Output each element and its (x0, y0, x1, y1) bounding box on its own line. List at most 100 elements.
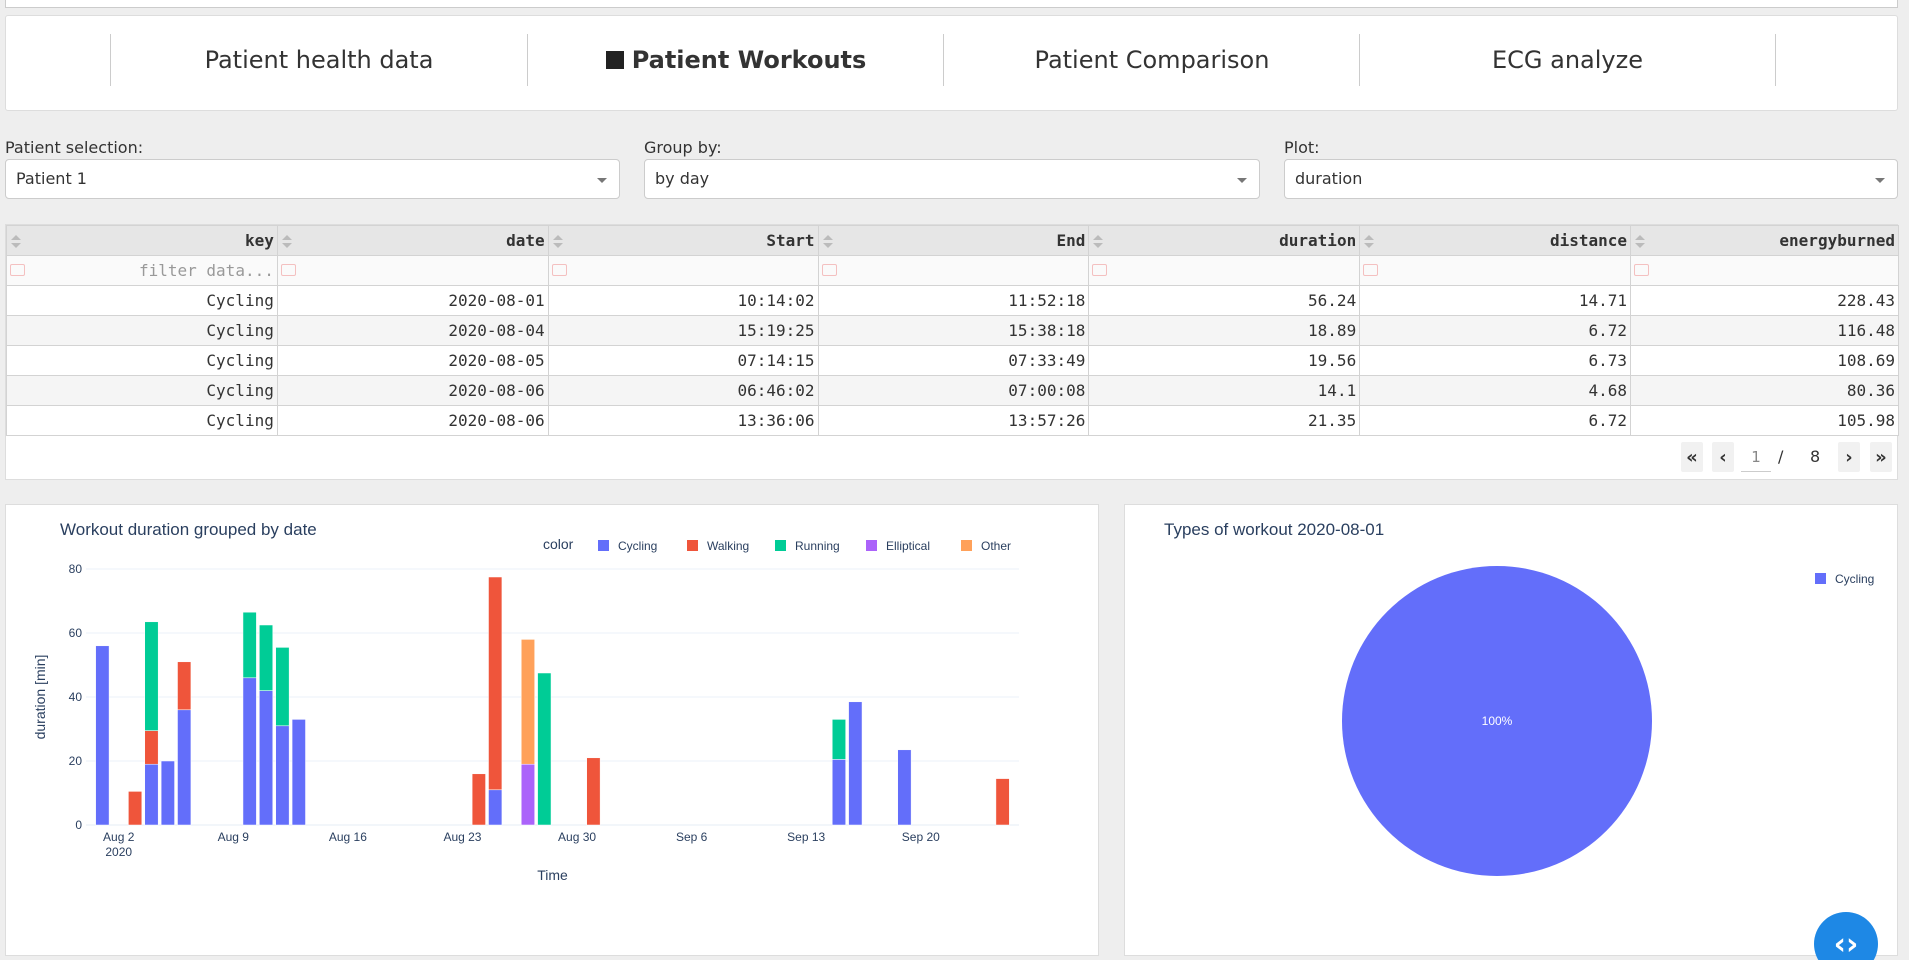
bar-running[interactable] (831, 719, 846, 760)
table-cell[interactable]: Cycling (6, 285, 278, 316)
bar-cycling[interactable] (291, 719, 306, 826)
case-toggle-icon[interactable] (1092, 264, 1108, 276)
bar-running[interactable] (144, 621, 159, 731)
bar-walking[interactable] (995, 778, 1010, 826)
bar-cycling[interactable] (95, 645, 110, 826)
table-cell[interactable]: 228.43 (1630, 285, 1899, 316)
bar-cycling[interactable] (177, 709, 192, 826)
sort-icon[interactable] (281, 235, 292, 249)
legend-swatch-cycling[interactable] (598, 540, 609, 551)
pie-legend-label[interactable]: Cycling (1835, 572, 1874, 586)
legend-label-walking[interactable]: Walking (707, 539, 749, 553)
filter-cell-energyburned[interactable] (1630, 255, 1899, 286)
table-cell[interactable]: Cycling (6, 345, 278, 376)
sort-icon[interactable] (552, 235, 563, 249)
table-cell[interactable]: 116.48 (1630, 315, 1899, 346)
case-toggle-icon[interactable] (1363, 264, 1379, 276)
legend-swatch-running[interactable] (775, 540, 786, 551)
workout-types-pie-chart[interactable]: 100% Cycling (1125, 505, 1899, 957)
column-header-date[interactable]: date (276, 225, 549, 256)
table-cell[interactable]: 15:38:18 (817, 315, 1090, 346)
prev-page-button[interactable]: ‹ (1712, 442, 1734, 472)
next-page-button[interactable]: › (1838, 442, 1860, 472)
table-cell[interactable]: 07:00:08 (817, 375, 1090, 406)
table-cell[interactable]: 13:36:06 (547, 405, 819, 436)
bar-running[interactable] (259, 624, 274, 691)
table-cell[interactable]: 13:57:26 (817, 405, 1090, 436)
column-header-duration[interactable]: duration (1088, 225, 1361, 256)
bar-walking[interactable] (488, 576, 503, 791)
bar-cycling[interactable] (160, 760, 175, 826)
sort-icon[interactable] (1364, 235, 1375, 249)
column-header-start[interactable]: Start (547, 225, 819, 256)
legend-swatch-walking[interactable] (687, 540, 698, 551)
case-toggle-icon[interactable] (10, 264, 25, 276)
case-toggle-icon[interactable] (551, 264, 567, 276)
tab-patient-health-data[interactable]: Patient health data (110, 34, 527, 86)
case-toggle-icon[interactable] (280, 264, 296, 276)
legend-swatch-other[interactable] (961, 540, 972, 551)
last-page-button[interactable]: » (1870, 442, 1892, 472)
bar-walking[interactable] (144, 730, 159, 765)
filter-cell-date[interactable] (276, 255, 549, 286)
table-cell[interactable]: 80.36 (1630, 375, 1899, 406)
table-cell[interactable]: 07:33:49 (817, 345, 1090, 376)
table-cell[interactable]: 108.69 (1630, 345, 1899, 376)
table-cell[interactable]: 18.89 (1088, 315, 1361, 346)
table-cell[interactable]: 56.24 (1088, 285, 1361, 316)
table-cell[interactable]: Cycling (6, 375, 278, 406)
bar-cycling[interactable] (897, 749, 912, 826)
bar-walking[interactable] (586, 757, 601, 826)
bar-cycling[interactable] (242, 677, 257, 826)
table-cell[interactable]: 10:14:02 (547, 285, 819, 316)
table-cell[interactable]: 2020-08-04 (276, 315, 549, 346)
tab-ecg-analyze[interactable]: ECG analyze (1359, 34, 1776, 86)
table-cell[interactable]: 19.56 (1088, 345, 1361, 376)
filter-cell-start[interactable] (547, 255, 819, 286)
table-cell[interactable]: 2020-08-01 (276, 285, 549, 316)
table-cell[interactable]: 11:52:18 (817, 285, 1090, 316)
table-row[interactable]: Cycling 2020-08-06 13:36:06 13:57:26 21.35 6.… (6, 405, 1899, 436)
plot-select[interactable]: duration (1284, 159, 1898, 199)
sort-icon[interactable] (1093, 235, 1104, 249)
column-header-energyburned[interactable]: energyburned (1630, 225, 1899, 256)
table-cell[interactable]: 14.71 (1359, 285, 1632, 316)
bar-cycling[interactable] (831, 759, 846, 826)
patient-select[interactable]: Patient 1 (5, 159, 620, 199)
legend-label-other[interactable]: Other (981, 539, 1011, 553)
table-cell[interactable]: 2020-08-06 (276, 375, 549, 406)
tab-patient-comparison[interactable]: Patient Comparison (943, 34, 1360, 86)
bar-other[interactable] (520, 639, 535, 765)
table-cell[interactable]: Cycling (6, 315, 278, 346)
table-cell[interactable]: 2020-08-05 (276, 345, 549, 376)
legend-swatch-elliptical[interactable] (866, 540, 877, 551)
case-toggle-icon[interactable] (1634, 264, 1650, 276)
bar-walking[interactable] (177, 661, 192, 711)
bar-cycling[interactable] (259, 690, 274, 826)
bar-running[interactable] (275, 647, 290, 727)
filter-cell-end[interactable] (817, 255, 1090, 286)
table-cell[interactable]: 2020-08-06 (276, 405, 549, 436)
bar-walking[interactable] (128, 791, 143, 826)
legend-label-running[interactable]: Running (795, 539, 840, 553)
pie-slice-cycling[interactable] (1342, 566, 1652, 876)
table-cell[interactable]: 14.1 (1088, 375, 1361, 406)
table-row[interactable]: Cycling 2020-08-01 10:14:02 11:52:18 56.24 14… (6, 285, 1899, 316)
table-cell[interactable]: 15:19:25 (547, 315, 819, 346)
column-header-key[interactable]: key (6, 225, 278, 256)
filter-cell-key[interactable]: filter data... (6, 255, 278, 286)
legend-label-cycling[interactable]: Cycling (618, 539, 657, 553)
table-cell[interactable]: Cycling (6, 405, 278, 436)
code-toggle-button[interactable]: ‹› (1814, 912, 1878, 960)
table-cell[interactable]: 06:46:02 (547, 375, 819, 406)
table-row[interactable]: Cycling 2020-08-04 15:19:25 15:38:18 18.89 6.… (6, 315, 1899, 346)
sort-icon[interactable] (1635, 235, 1646, 249)
filter-cell-distance[interactable] (1359, 255, 1632, 286)
bar-cycling[interactable] (275, 725, 290, 826)
table-cell[interactable]: 07:14:15 (547, 345, 819, 376)
bar-running[interactable] (242, 611, 257, 679)
table-cell[interactable]: 105.98 (1630, 405, 1899, 436)
bar-cycling[interactable] (144, 763, 159, 826)
bar-running[interactable] (537, 672, 552, 826)
legend-label-elliptical[interactable]: Elliptical (886, 539, 930, 553)
